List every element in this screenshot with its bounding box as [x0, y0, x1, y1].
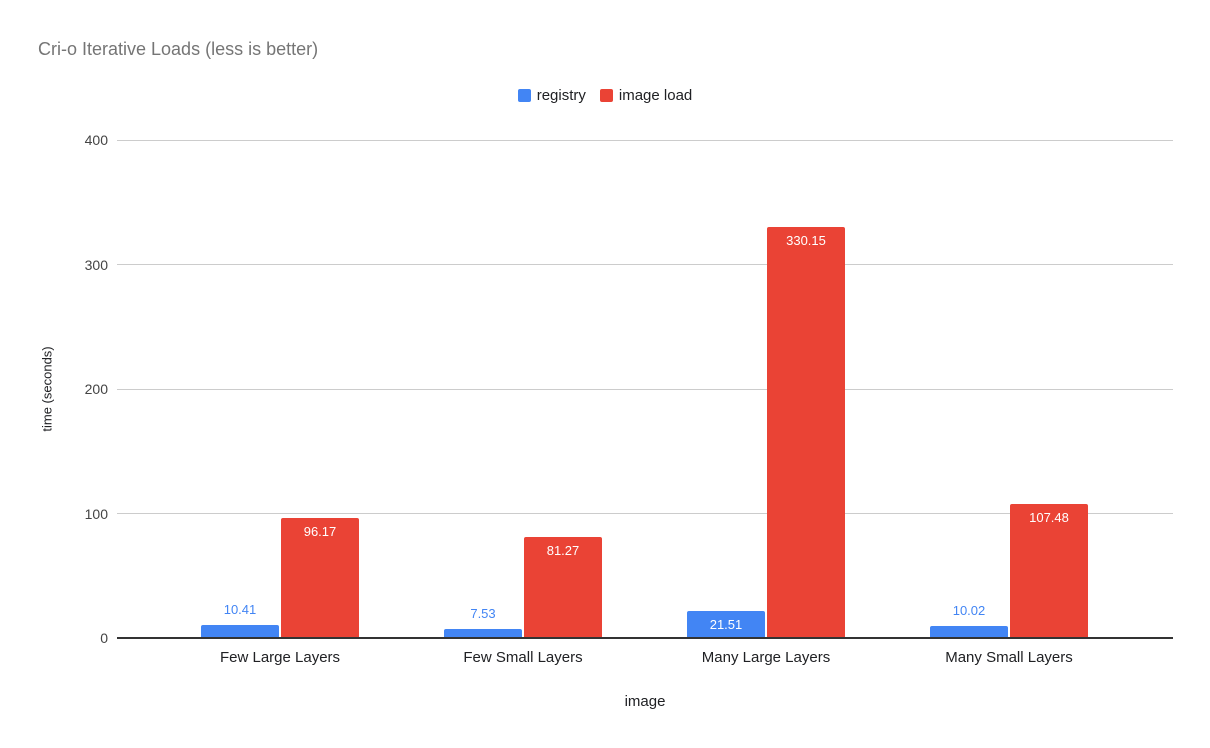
bar-image-load-few-large-layers — [281, 518, 359, 638]
bar-image-load-few-small-layers — [524, 536, 602, 638]
legend-swatch-image-load — [599, 89, 613, 102]
bar-value-label-image-load-few-large-layers: 96.17 — [303, 524, 337, 540]
category-label-many-large-layers: Many Large Layers — [701, 649, 831, 666]
bar-value-label-registry-few-large-layers: 10.41 — [223, 602, 257, 618]
bar-value-label-registry-few-small-layers: 7.53 — [470, 605, 496, 621]
y-tick-label-300: 300 — [84, 256, 108, 273]
y-tick-label-0: 0 — [100, 630, 108, 646]
x-axis-title: image — [624, 693, 666, 710]
x-axis-line — [117, 637, 1173, 639]
y-tick-label-200: 200 — [84, 381, 108, 397]
bar-value-label-image-load-many-large-layers: 330.15 — [786, 232, 826, 248]
category-label-many-small-layers: Many Small Layers — [945, 649, 1073, 666]
bar-image-load-many-small-layers — [1010, 504, 1088, 638]
chart-legend: registry image load — [0, 87, 1210, 104]
gridline-300 — [117, 264, 1173, 265]
legend-swatch-registry — [517, 89, 531, 102]
category-label-few-large-layers: Few Large Layers — [219, 649, 341, 666]
y-tick-label-100: 100 — [84, 505, 108, 522]
legend-item-image-load: image load — [599, 87, 693, 104]
bar-registry-many-small-layers — [930, 625, 1008, 638]
legend-label-registry: registry — [536, 87, 586, 104]
gridline-200 — [117, 388, 1173, 390]
bar-registry-few-large-layers — [201, 625, 279, 638]
y-tick-label-400: 400 — [84, 132, 108, 148]
gridline-100 — [117, 513, 1173, 514]
bar-registry-many-large-layers — [687, 611, 765, 638]
y-axis-title: time (seconds) — [39, 346, 55, 432]
bar-value-label-image-load-many-small-layers: 107.48 — [1029, 510, 1069, 526]
bar-value-label-registry-many-large-layers: 21.51 — [709, 617, 743, 633]
legend-item-registry: registry — [517, 87, 586, 104]
bar-value-label-image-load-few-small-layers: 81.27 — [546, 542, 580, 558]
bar-value-label-registry-many-small-layers: 10.02 — [952, 602, 986, 618]
bar-image-load-many-large-layers — [767, 226, 845, 638]
gridline-400 — [117, 139, 1173, 141]
bar-registry-few-small-layers — [444, 628, 522, 638]
category-label-few-small-layers: Few Small Layers — [463, 649, 583, 666]
legend-label-image-load: image load — [618, 87, 693, 104]
chart-title: Cri-o Iterative Loads (less is better) — [38, 39, 319, 59]
